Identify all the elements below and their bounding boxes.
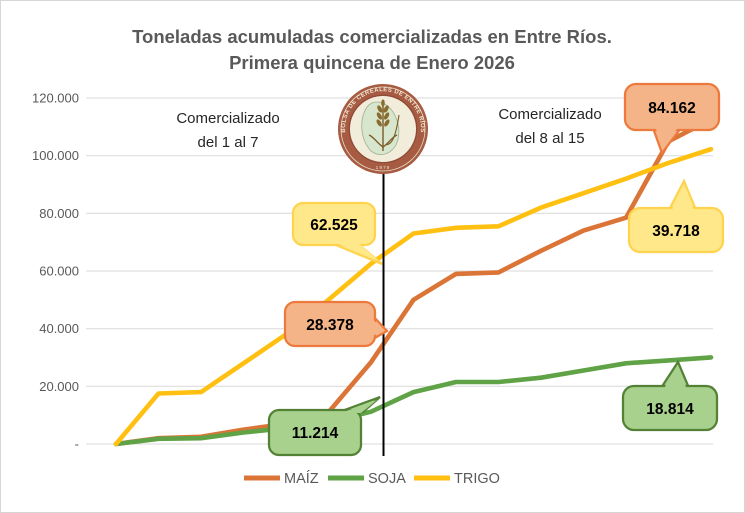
annotation-period-1: Comercializado del 1 al 7 (176, 110, 279, 151)
logo-wheat-grains (376, 99, 390, 127)
legend-label-soja: SOJA (368, 471, 406, 487)
logo-wheat-icon (368, 105, 400, 151)
callout-trigo-period1: 62.525 (291, 201, 383, 266)
y-tick-label: 20.000 (39, 379, 79, 394)
legend-label-maiz: MAÍZ (284, 470, 319, 487)
annotation-period-2-line1: Comercializado (498, 106, 601, 123)
callout-value: 62.525 (310, 217, 358, 234)
series-line-trigo (113, 146, 714, 447)
callout-value: 28.378 (306, 317, 354, 334)
legend-label-trigo: TRIGO (454, 471, 500, 487)
y-tick-label: 120.000 (32, 91, 79, 106)
y-tick-label: 40.000 (39, 321, 79, 336)
callout-value: 39.718 (652, 223, 700, 240)
legend-item-maiz: MAÍZ (244, 470, 319, 487)
callout-trigo-period2: 39.718 (627, 178, 725, 254)
y-axis-labels: 120.000 100.000 80.000 60.000 40.000 20.000 - (32, 91, 79, 452)
series-line-maíz (113, 117, 714, 447)
y-tick-label: 80.000 (39, 206, 79, 221)
annotation-period-1-line1: Comercializado (176, 110, 279, 127)
y-tick-label: 60.000 (39, 264, 79, 279)
legend: MAÍZ SOJA TRIGO (244, 470, 500, 487)
callout-value: 84.162 (648, 100, 695, 117)
gridlines (86, 97, 713, 445)
y-tick-label: 100.000 (32, 148, 79, 163)
legend-item-trigo: TRIGO (414, 471, 500, 487)
chart-title-line2: Primera quincena de Enero 2026 (229, 52, 515, 73)
annotation-period-2: Comercializado del 8 al 15 (498, 106, 601, 147)
callout-soja-period1: 11.214 (267, 395, 381, 457)
y-tick-label: - (75, 437, 79, 452)
annotation-period-2-line2: del 8 al 15 (515, 130, 584, 147)
callout-value: 18.814 (646, 401, 694, 418)
callout-value: 11.214 (292, 425, 339, 442)
logo-year: 1979 (376, 165, 391, 171)
chart-title: Toneladas acumuladas comercializadas en … (132, 26, 612, 73)
series-line-soja (113, 355, 714, 447)
legend-item-soja: SOJA (328, 471, 406, 487)
bolsa-cereales-logo: BOLSA DE CEREALES DE ENTRE RÍOS 1979 (338, 84, 428, 174)
callout-maiz-period2: 84.162 (623, 82, 721, 156)
chart-title-line1: Toneladas acumuladas comercializadas en … (132, 26, 612, 47)
callout-soja-period2: 18.814 (621, 359, 719, 432)
series-lines (113, 117, 714, 447)
annotation-period-1-line2: del 1 al 7 (198, 134, 259, 151)
callout-maiz-period1: 28.378 (283, 300, 389, 348)
